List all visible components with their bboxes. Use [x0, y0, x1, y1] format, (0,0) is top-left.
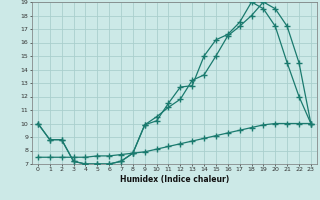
X-axis label: Humidex (Indice chaleur): Humidex (Indice chaleur)	[120, 175, 229, 184]
